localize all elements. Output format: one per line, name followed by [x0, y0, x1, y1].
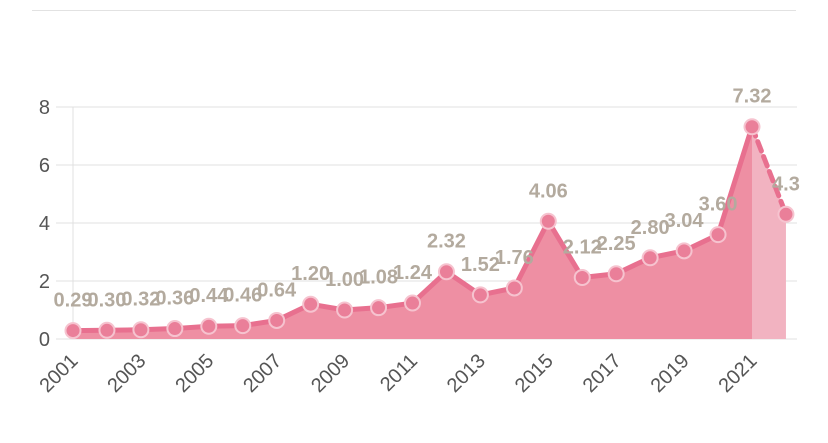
data-point-2007 — [268, 311, 286, 329]
data-point-2010 — [370, 299, 388, 317]
x-tick-label: 2001 — [36, 350, 83, 397]
data-label-2021: 7.32 — [733, 86, 772, 108]
y-tick-label: 6 — [39, 155, 50, 177]
x-tick-label: 2009 — [307, 350, 354, 397]
data-point-2006 — [234, 317, 252, 335]
data-label-2004: 0.36 — [155, 288, 194, 310]
x-tick-label: 2019 — [647, 350, 694, 397]
y-tick-label: 4 — [39, 213, 50, 235]
data-label-2005: 0.44 — [189, 285, 229, 307]
data-label-2019: 3.04 — [665, 210, 705, 232]
data-point-2021 — [743, 118, 761, 136]
data-label-2002: 0.30 — [87, 289, 126, 311]
data-label-2017: 2.25 — [597, 233, 636, 255]
data-labels: 0.290.300.320.360.440.460.641.201.001.08… — [54, 86, 800, 312]
x-tick-label: 2005 — [171, 350, 218, 397]
data-point-2016 — [573, 269, 591, 287]
area-projected — [752, 126, 786, 339]
data-label-2011: 1.24 — [393, 262, 433, 284]
data-label-2020: 3.60 — [699, 194, 738, 216]
data-point-2018 — [641, 249, 659, 267]
y-tick-label: 2 — [39, 271, 50, 293]
data-point-2004 — [166, 320, 184, 338]
data-label-2008: 1.20 — [291, 263, 330, 285]
data-point-2022 — [777, 205, 795, 223]
x-tick-label: 2003 — [103, 350, 150, 397]
x-tick-label: 2011 — [376, 350, 422, 396]
data-label-2016: 2.12 — [563, 237, 602, 259]
top-divider — [32, 10, 796, 11]
data-label-2012: 2.32 — [427, 231, 466, 253]
data-point-2002 — [98, 321, 116, 339]
data-points — [64, 118, 795, 340]
data-label-2009: 1.00 — [325, 269, 364, 291]
x-tick-label: 2013 — [443, 350, 490, 397]
y-tick-label: 0 — [39, 329, 50, 351]
series-line-dashed — [749, 124, 789, 217]
data-label-2007: 0.64 — [257, 279, 297, 301]
x-tick-label: 2015 — [511, 350, 558, 397]
data-point-2012 — [437, 263, 455, 281]
data-point-2015 — [539, 212, 557, 230]
data-point-2020 — [709, 226, 727, 244]
data-point-2009 — [336, 301, 354, 319]
y-axis-ticks: 0 2 4 6 8 — [39, 97, 50, 351]
data-label-2015: 4.06 — [529, 180, 568, 202]
data-label-2003: 0.32 — [121, 289, 160, 311]
data-point-2011 — [404, 294, 421, 312]
x-tick-label: 2021 — [715, 350, 762, 397]
data-point-2005 — [200, 317, 218, 335]
data-label-2014: 1.76 — [495, 247, 534, 269]
data-point-2008 — [302, 295, 320, 313]
data-point-2003 — [132, 321, 150, 339]
data-point-2014 — [505, 279, 523, 297]
y-tick-label: 8 — [39, 97, 50, 119]
x-tick-label: 2017 — [579, 350, 626, 397]
data-label-2013: 1.52 — [461, 254, 500, 276]
data-label-2018: 2.80 — [631, 217, 670, 239]
data-label-2006: 0.46 — [223, 285, 262, 307]
data-point-2019 — [675, 242, 693, 260]
data-label-2010: 1.08 — [359, 267, 398, 289]
data-label-2022: 4.3 — [772, 173, 800, 195]
data-point-2001 — [64, 322, 82, 340]
data-point-2013 — [471, 286, 489, 304]
x-axis-ticks: 2001 2003 2005 2007 2009 2011 2013 2015 2017 2019… — [36, 350, 762, 397]
x-tick-label: 2007 — [239, 350, 286, 397]
data-point-2017 — [607, 265, 625, 283]
data-label-2001: 0.29 — [54, 290, 93, 312]
